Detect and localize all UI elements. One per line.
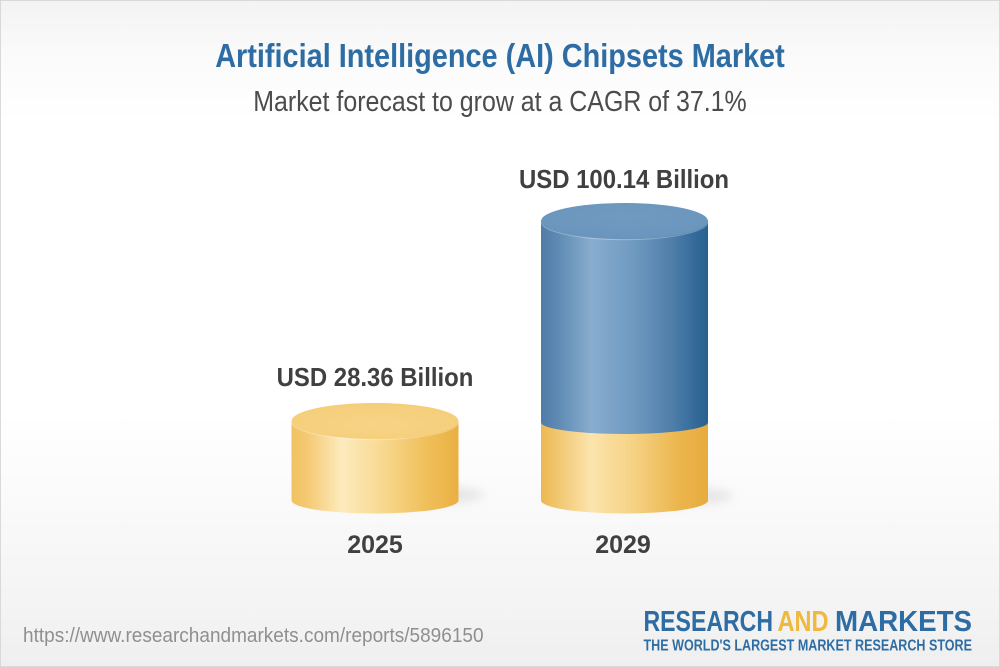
svg-text:AND: AND (778, 606, 829, 638)
svg-text:MARKETS: MARKETS (835, 606, 972, 638)
svg-text:RESEARCH: RESEARCH (644, 606, 774, 638)
svg-text:THE WORLD'S LARGEST MARKET RES: THE WORLD'S LARGEST MARKET RESEARCH STOR… (644, 638, 973, 655)
